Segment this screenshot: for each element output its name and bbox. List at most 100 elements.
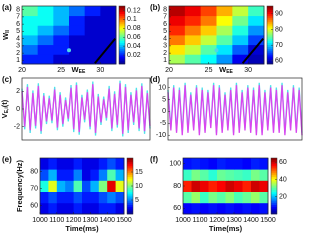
- y-tick-label: 70: [30, 185, 38, 192]
- y-tick-label: 4: [163, 35, 167, 42]
- heat-cell: [37, 44, 54, 55]
- xlabel-main: W: [72, 65, 80, 74]
- colorbar-step: [127, 204, 133, 207]
- colorbar-step: [271, 171, 277, 174]
- heat-cell: [248, 35, 265, 46]
- heat-cell: [200, 169, 209, 181]
- panel-label: (c): [2, 75, 12, 84]
- colorbar-step: [271, 169, 277, 172]
- heat-cell: [200, 15, 217, 26]
- heat-cell: [200, 158, 209, 170]
- colorbar-step: [127, 195, 133, 198]
- colorbar-tick-label: 80: [275, 26, 283, 33]
- colorbar-step: [127, 212, 133, 215]
- heat-cell: [232, 25, 249, 36]
- heat-cell: [216, 25, 233, 36]
- colorbar-step: [127, 193, 133, 196]
- heat-cell: [216, 6, 233, 17]
- heat-cell: [84, 54, 101, 65]
- colorbar-tick-label: 60: [275, 58, 283, 65]
- heat-cell: [248, 6, 265, 17]
- colorbar-step: [119, 48, 125, 51]
- heat-cell: [169, 35, 186, 46]
- colorbar-step: [267, 44, 273, 47]
- heat-cell: [90, 158, 100, 170]
- panel-label: (e): [2, 155, 12, 164]
- heat-cell: [216, 15, 233, 26]
- colorbar-step: [119, 13, 125, 16]
- colorbar-step: [271, 178, 277, 181]
- colorbar-tick-label: 10: [135, 183, 143, 190]
- heat-cell: [217, 180, 226, 192]
- colorbar-step: [271, 163, 277, 166]
- heat-cell: [191, 191, 201, 204]
- heat-cell: [40, 180, 49, 192]
- heat-cell: [242, 202, 252, 215]
- colorbar-frame: [270, 157, 278, 215]
- colorbar-step: [119, 11, 125, 15]
- heat-cell: [191, 169, 201, 181]
- heat-cell: [191, 202, 201, 215]
- heat-cell: [84, 44, 101, 55]
- colorbar-frame: [266, 5, 274, 65]
- heat-cell: [37, 35, 54, 46]
- heat-cell: [115, 180, 125, 192]
- heat-cell: [84, 25, 101, 36]
- x-tick-label: 30: [244, 67, 252, 74]
- heat-cell: [248, 15, 265, 26]
- heat-cell: [248, 25, 265, 36]
- heat-cell: [40, 158, 49, 170]
- colorbar-step: [127, 200, 133, 204]
- heat-cell: [115, 202, 125, 215]
- x-tick-label: 20: [165, 67, 173, 74]
- heat-cell: [115, 169, 125, 181]
- series-line: [167, 85, 303, 136]
- heat-cell: [183, 202, 192, 215]
- heat-cell: [225, 191, 235, 204]
- colorbar-step: [127, 178, 133, 181]
- heat-cell: [53, 15, 70, 26]
- heat-cell: [82, 180, 91, 192]
- heat-cell: [98, 202, 108, 215]
- colorbar-step: [267, 9, 273, 13]
- colorbar-step: [271, 172, 277, 176]
- y-tick-label: 6: [163, 21, 167, 28]
- colorbar-step: [119, 9, 125, 13]
- heat-cell: [200, 35, 217, 46]
- colorbar-step: [119, 46, 125, 49]
- plot-frame: [167, 77, 303, 141]
- colorbar-tick-label: 0.1: [127, 16, 137, 23]
- heat-cell: [200, 25, 217, 36]
- heat-cell: [216, 44, 233, 55]
- heat-cell: [169, 6, 186, 17]
- y-tick-label: 2: [16, 50, 20, 57]
- colorbar-step: [267, 25, 273, 28]
- heat-cell: [232, 6, 249, 17]
- x-tick-label: 1400: [243, 217, 259, 224]
- heat-cell: [251, 202, 260, 215]
- heat-cell: [107, 191, 116, 204]
- heat-cell: [65, 158, 74, 170]
- colorbar-step: [127, 158, 133, 161]
- colorbar-step: [127, 176, 133, 179]
- heat-cell: [232, 35, 249, 46]
- ylabel-main: Frequency(Hz): [15, 159, 24, 212]
- colorbar-step: [271, 200, 277, 204]
- heat-cell: [169, 25, 186, 36]
- x-tick-label: 1500: [260, 217, 276, 224]
- heat-cell: [84, 35, 101, 46]
- heat-cell: [183, 158, 192, 170]
- heat-cell: [73, 158, 83, 170]
- heat-cell: [208, 158, 218, 170]
- colorbar-step: [119, 33, 125, 36]
- ylabel-main: V: [0, 113, 9, 118]
- colorbar-step: [271, 165, 277, 168]
- colorbar-step: [271, 174, 277, 177]
- heat-cell: [234, 180, 243, 192]
- y-tick-label: 0: [16, 106, 20, 113]
- colorbar-step: [127, 189, 133, 192]
- heat-cell: [217, 191, 226, 204]
- y-tick-label: 3: [16, 43, 20, 50]
- colorbar-step: [119, 62, 125, 65]
- ylabel-suffix: (t): [0, 99, 9, 107]
